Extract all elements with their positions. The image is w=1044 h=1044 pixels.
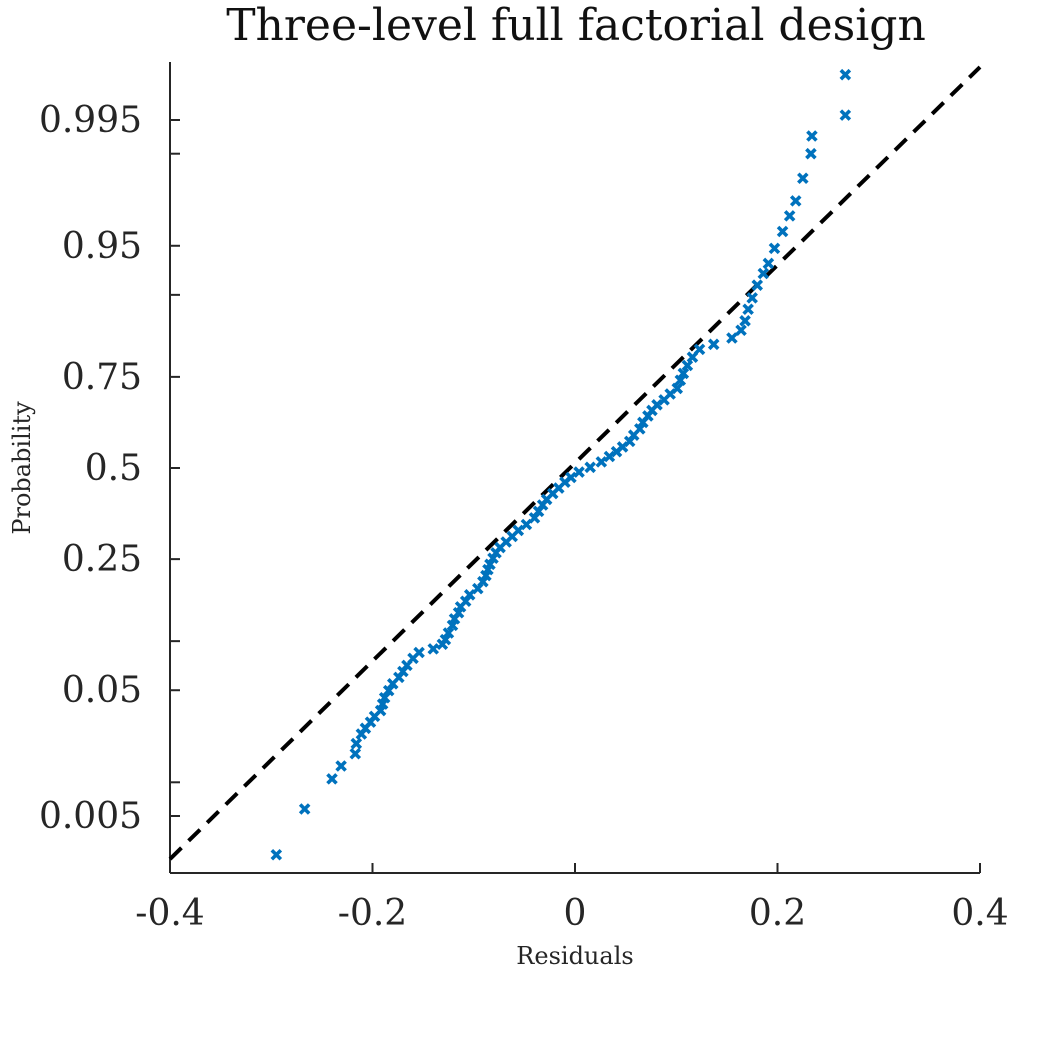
data-point [677, 367, 690, 380]
x-axis-label: Residuals [516, 942, 633, 970]
data-point [751, 279, 764, 291]
y-tick-label: 0.005 [39, 796, 142, 837]
data-point [757, 267, 770, 280]
data-point [739, 315, 751, 327]
y-tick-label: 0.995 [39, 100, 142, 141]
y-tick-label: 0.95 [62, 226, 142, 267]
data-point [573, 466, 585, 478]
y-tick-label: 0.5 [85, 448, 142, 489]
y-tick-label: 0.25 [62, 539, 142, 580]
data-point [805, 147, 817, 160]
data-point [806, 130, 818, 142]
data-point [349, 748, 362, 760]
data-point [707, 338, 720, 351]
data-points [270, 68, 852, 861]
data-point [674, 374, 687, 387]
x-tick-label: -0.2 [338, 893, 407, 934]
reference-line-group [168, 65, 982, 861]
data-point [326, 773, 338, 785]
data-point [270, 848, 283, 861]
data-point [298, 803, 311, 815]
data-point [477, 575, 489, 588]
x-tick-label: 0 [564, 893, 587, 934]
data-point [839, 68, 852, 81]
data-point [634, 423, 646, 435]
data-point [762, 257, 775, 270]
data-point [693, 343, 706, 356]
y-tick-label: 0.75 [62, 357, 142, 398]
data-point [735, 324, 747, 337]
axes: -0.4 -0.2 0 0.2 0.4 0.005 0.05 0.25 0.5 0.75 0.95 0… [39, 62, 1009, 934]
data-point [335, 760, 347, 772]
reference-line [168, 65, 982, 861]
data-point [427, 643, 440, 655]
data-point [378, 691, 391, 704]
chart-title: Three-level full factorial design [226, 0, 926, 51]
data-point [439, 633, 452, 646]
data-point [382, 684, 395, 697]
data-point [681, 359, 694, 372]
data-point [742, 303, 754, 316]
data-point [789, 195, 802, 207]
data-point [595, 456, 608, 468]
y-axis-label: Probability [8, 401, 36, 535]
data-point [783, 210, 796, 222]
data-point [584, 461, 596, 474]
data-point [671, 382, 684, 395]
data-point [442, 627, 455, 639]
data-point [726, 332, 738, 344]
data-point [350, 737, 363, 750]
x-tick-label: 0.2 [749, 893, 806, 934]
x-tick-label: 0.4 [951, 893, 1008, 934]
data-point [413, 646, 425, 659]
data-point [768, 242, 781, 255]
x-tick-label: -0.4 [135, 893, 204, 934]
data-point [746, 292, 758, 304]
data-point [484, 558, 496, 571]
data-point [776, 225, 789, 238]
data-point [839, 109, 852, 121]
data-point [797, 172, 809, 185]
y-tick-label: 0.05 [62, 670, 142, 711]
data-point [565, 471, 577, 484]
